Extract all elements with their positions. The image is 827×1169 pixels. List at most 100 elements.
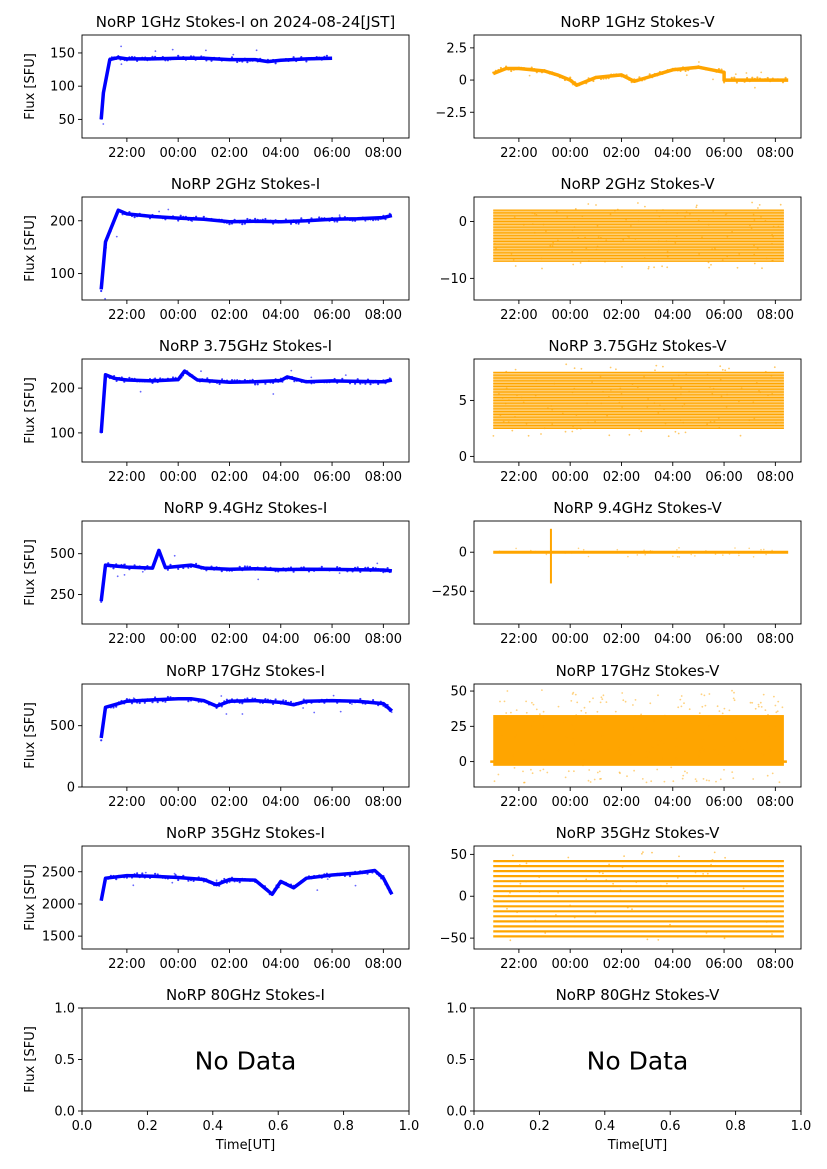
- subplot-title: NoRP 80GHz Stokes-V: [556, 986, 721, 1004]
- data-point: [598, 770, 601, 773]
- data-point: [123, 58, 126, 62]
- data-point: [775, 870, 778, 873]
- data-point: [248, 879, 252, 882]
- data-point: [333, 873, 336, 876]
- data-point: [166, 215, 169, 219]
- data-point: [770, 374, 773, 377]
- data-point: [128, 698, 131, 701]
- data-point: [177, 54, 180, 57]
- data-point: [164, 59, 167, 62]
- data-point: [534, 919, 537, 922]
- data-point: [300, 56, 303, 59]
- data-point: [202, 215, 205, 218]
- data-point: [738, 554, 740, 557]
- data-point: [638, 427, 641, 430]
- data-point: [720, 68, 723, 71]
- data-point: [595, 248, 598, 251]
- data-point: [752, 401, 755, 404]
- data-point: [636, 554, 639, 556]
- outlier-point: [241, 713, 244, 715]
- data-point: [310, 568, 313, 571]
- data-point: [202, 566, 205, 569]
- data-point: [675, 745, 678, 748]
- data-point: [133, 216, 136, 219]
- data-point: [777, 865, 780, 868]
- data-point: [640, 430, 643, 433]
- plot-area: [99, 548, 393, 603]
- data-point: [207, 881, 211, 884]
- data-point: [105, 76, 108, 79]
- data-point: [537, 745, 540, 748]
- x-tick-label: 00:00: [551, 795, 588, 810]
- data-point: [133, 564, 136, 567]
- data-point: [530, 549, 532, 552]
- data-point: [228, 381, 231, 384]
- data-point: [286, 377, 289, 380]
- data-point: [141, 872, 144, 875]
- x-tick-label: 08:00: [365, 795, 402, 810]
- data-point: [246, 879, 249, 882]
- data-point: [705, 779, 708, 782]
- data-point: [325, 698, 328, 701]
- data-point: [220, 59, 223, 62]
- data-point: [284, 58, 287, 61]
- data-point: [575, 714, 578, 717]
- data-point: [539, 713, 541, 715]
- data-point: [310, 382, 313, 385]
- data-point: [553, 73, 556, 76]
- x-tick-label: 22:00: [500, 957, 537, 972]
- data-point: [230, 222, 234, 225]
- data-point: [678, 547, 680, 549]
- y-tick-label: 0.5: [54, 1053, 75, 1068]
- data-point: [254, 58, 257, 62]
- data-point: [570, 552, 573, 554]
- data-point: [369, 569, 372, 573]
- data-point: [251, 59, 254, 62]
- data-point: [225, 569, 228, 572]
- data-point: [723, 768, 725, 771]
- data-point: [759, 701, 762, 704]
- x-tick-label: 06:00: [313, 957, 350, 972]
- data-point: [325, 219, 328, 222]
- data-point: [622, 699, 625, 702]
- data-point: [223, 58, 226, 62]
- data-point: [200, 218, 203, 221]
- data-point: [356, 566, 359, 569]
- data-point: [284, 377, 287, 380]
- data-point: [104, 566, 107, 569]
- data-point: [600, 236, 602, 239]
- data-point: [228, 701, 231, 704]
- data-point: [514, 368, 517, 371]
- data-point: [313, 874, 316, 878]
- data-point: [713, 247, 716, 249]
- outlier-point: [302, 707, 304, 709]
- data-point: [681, 405, 684, 408]
- plot-area: [492, 363, 784, 438]
- data-point: [631, 908, 633, 911]
- data-point: [764, 78, 767, 81]
- data-point: [542, 223, 545, 226]
- data-point: [154, 55, 157, 59]
- data-point: [119, 58, 122, 61]
- x-tick-label: 06:00: [313, 146, 350, 161]
- data-point: [577, 236, 579, 239]
- plot-area: [492, 61, 789, 89]
- data-point: [525, 862, 528, 865]
- data-point: [694, 67, 697, 70]
- x-tick-label: 04:00: [654, 470, 691, 485]
- y-axis-label: Flux [SFU]: [23, 539, 38, 606]
- data-point: [261, 218, 264, 221]
- data-point: [509, 939, 512, 942]
- data-point: [156, 380, 159, 384]
- data-point: [141, 698, 144, 701]
- data-point: [561, 76, 564, 79]
- data-point: [208, 381, 211, 384]
- data-point: [541, 267, 543, 270]
- data-point: [361, 381, 364, 384]
- data-point: [719, 365, 722, 368]
- data-point: [682, 774, 685, 777]
- data-point: [218, 382, 221, 386]
- data-point: [749, 701, 752, 704]
- data-point: [636, 386, 639, 389]
- data-point: [717, 417, 720, 419]
